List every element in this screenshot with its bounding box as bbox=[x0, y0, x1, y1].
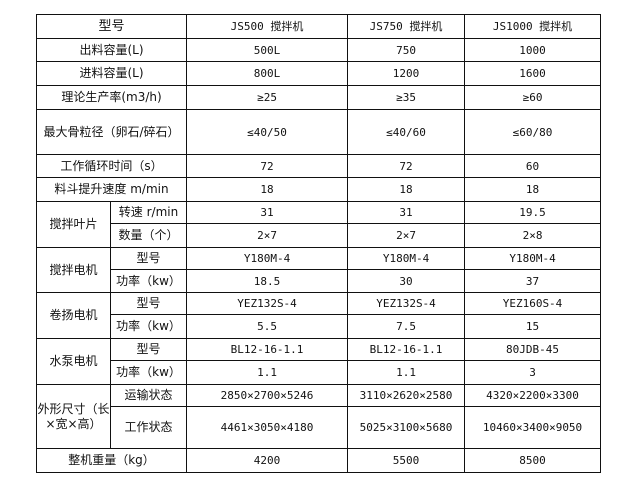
model-header: JS1000 搅拌机 bbox=[464, 14, 602, 39]
value-cell: 1.1 bbox=[347, 360, 466, 385]
value-cell: 60 bbox=[464, 154, 602, 178]
sub-label: 功率（kw） bbox=[109, 360, 188, 385]
value-cell: ≥60 bbox=[464, 85, 602, 110]
sub-label: 功率（kw） bbox=[109, 314, 188, 339]
value-cell: 1000 bbox=[464, 38, 602, 62]
table-row: 数量（个） 2×7 2×7 2×8 bbox=[37, 223, 602, 248]
value-cell: 31 bbox=[186, 201, 349, 224]
table-row: 水泵电机 型号 BL12-16-1.1 BL12-16-1.1 80JDB-45 bbox=[36, 338, 602, 385]
value-cell: ≤40/60 bbox=[347, 109, 466, 155]
value-cell: 4461×3050×4180 bbox=[186, 406, 349, 449]
value-cell: 19.5 bbox=[464, 201, 602, 224]
spec-table: 型号 JS500 搅拌机 JS750 搅拌机 JS1000 搅拌机 出料容量(L… bbox=[35, 14, 602, 473]
value-cell: 31 bbox=[347, 201, 466, 224]
value-cell: BL12-16-1.1 bbox=[347, 338, 466, 361]
value-cell: 3110×2620×2580 bbox=[347, 384, 466, 407]
header-row: 型号 JS500 搅拌机 JS750 搅拌机 JS1000 搅拌机 bbox=[35, 14, 602, 39]
group-label: 水泵电机 bbox=[36, 338, 111, 385]
value-cell: 8500 bbox=[464, 448, 602, 473]
table-row: 工作循环时间（s） 72 72 60 bbox=[35, 154, 602, 178]
value-cell: 500L bbox=[186, 38, 349, 62]
value-cell: 5.5 bbox=[186, 314, 349, 339]
value-cell: 18.5 bbox=[186, 269, 349, 293]
value-cell: BL12-16-1.1 bbox=[186, 338, 349, 361]
value-cell: 1.1 bbox=[186, 360, 349, 385]
header-label: 型号 bbox=[35, 14, 188, 39]
group-label: 外形尺寸（长×宽×高） bbox=[36, 384, 111, 449]
sub-label: 型号 bbox=[109, 292, 188, 315]
sub-label: 功率（kw） bbox=[109, 269, 188, 293]
value-cell: 18 bbox=[464, 177, 602, 202]
table-row: 卷扬电机 型号 YEZ132S-4 YEZ132S-4 YEZ160S-4 bbox=[36, 292, 602, 339]
table-row: 出料容量(L) 500L 750 1000 bbox=[35, 38, 602, 62]
value-cell: 2×7 bbox=[186, 223, 349, 248]
value-cell: ≥25 bbox=[186, 85, 349, 110]
model-header: JS500 搅拌机 bbox=[186, 14, 349, 39]
row-label: 料斗提升速度 m/min bbox=[35, 177, 188, 202]
table-row: 功率（kw） 5.5 7.5 15 bbox=[37, 314, 602, 339]
group-label: 搅拌叶片 bbox=[36, 201, 111, 248]
value-cell: 72 bbox=[347, 154, 466, 178]
row-label: 理论生产率(m3/h) bbox=[35, 85, 188, 110]
table-row: 外形尺寸（长×宽×高） 运输状态 2850×2700×5246 3110×2620×2… bbox=[36, 384, 602, 449]
value-cell: 18 bbox=[347, 177, 466, 202]
sub-label: 数量（个） bbox=[109, 223, 188, 248]
sub-label: 转速 r/min bbox=[109, 201, 188, 224]
value-cell: Y180M-4 bbox=[186, 247, 349, 270]
value-cell: 1600 bbox=[464, 61, 602, 86]
sub-label: 运输状态 bbox=[109, 384, 188, 407]
table-row: 进料容量(L) 800L 1200 1600 bbox=[35, 61, 602, 86]
value-cell: YEZ160S-4 bbox=[464, 292, 602, 315]
value-cell: 15 bbox=[464, 314, 602, 339]
value-cell: YEZ132S-4 bbox=[186, 292, 349, 315]
value-cell: 2850×2700×5246 bbox=[186, 384, 349, 407]
value-cell: 18 bbox=[186, 177, 349, 202]
value-cell: 5500 bbox=[347, 448, 466, 473]
value-cell: 4200 bbox=[186, 448, 349, 473]
row-label: 整机重量（kg） bbox=[35, 448, 188, 473]
table-row: 功率（kw） 1.1 1.1 3 bbox=[37, 360, 602, 385]
table-row: 最大骨粒径（卵石/碎石） ≤40/50 ≤40/60 ≤60/80 bbox=[35, 109, 602, 155]
group-label: 搅拌电机 bbox=[36, 247, 111, 293]
table-row: 搅拌叶片 转速 r/min 31 31 19.5 bbox=[36, 201, 602, 248]
table-row: 搅拌电机 型号 Y180M-4 Y180M-4 Y180M-4 bbox=[36, 247, 602, 293]
model-header: JS750 搅拌机 bbox=[347, 14, 466, 39]
value-cell: Y180M-4 bbox=[464, 247, 602, 270]
row-label: 最大骨粒径（卵石/碎石） bbox=[35, 109, 188, 155]
value-cell: 800L bbox=[186, 61, 349, 86]
table-row: 工作状态 4461×3050×4180 5025×3100×5680 10460×34… bbox=[37, 406, 602, 449]
table-row: 功率（kw） 18.5 30 37 bbox=[37, 269, 602, 293]
group-label: 卷扬电机 bbox=[36, 292, 111, 339]
value-cell: 5025×3100×5680 bbox=[347, 406, 466, 449]
value-cell: ≤40/50 bbox=[186, 109, 349, 155]
value-cell: 2×8 bbox=[464, 223, 602, 248]
value-cell: 2×7 bbox=[347, 223, 466, 248]
value-cell: 30 bbox=[347, 269, 466, 293]
table-row: 理论生产率(m3/h) ≥25 ≥35 ≥60 bbox=[35, 85, 602, 110]
table-row: 整机重量（kg） 4200 5500 8500 bbox=[35, 448, 602, 473]
sub-label: 工作状态 bbox=[109, 406, 188, 449]
row-label: 工作循环时间（s） bbox=[35, 154, 188, 178]
row-label: 出料容量(L) bbox=[35, 38, 188, 62]
value-cell: 4320×2200×3300 bbox=[464, 384, 602, 407]
value-cell: Y180M-4 bbox=[347, 247, 466, 270]
value-cell: 750 bbox=[347, 38, 466, 62]
value-cell: 10460×3400×9050 bbox=[464, 406, 602, 449]
value-cell: ≥35 bbox=[347, 85, 466, 110]
sub-label: 型号 bbox=[109, 338, 188, 361]
row-label: 进料容量(L) bbox=[35, 61, 188, 86]
sub-label: 型号 bbox=[109, 247, 188, 270]
value-cell: 72 bbox=[186, 154, 349, 178]
value-cell: 37 bbox=[464, 269, 602, 293]
value-cell: ≤60/80 bbox=[464, 109, 602, 155]
value-cell: 80JDB-45 bbox=[464, 338, 602, 361]
value-cell: 1200 bbox=[347, 61, 466, 86]
value-cell: 7.5 bbox=[347, 314, 466, 339]
table-row: 料斗提升速度 m/min 18 18 18 bbox=[35, 177, 602, 202]
value-cell: 3 bbox=[464, 360, 602, 385]
value-cell: YEZ132S-4 bbox=[347, 292, 466, 315]
